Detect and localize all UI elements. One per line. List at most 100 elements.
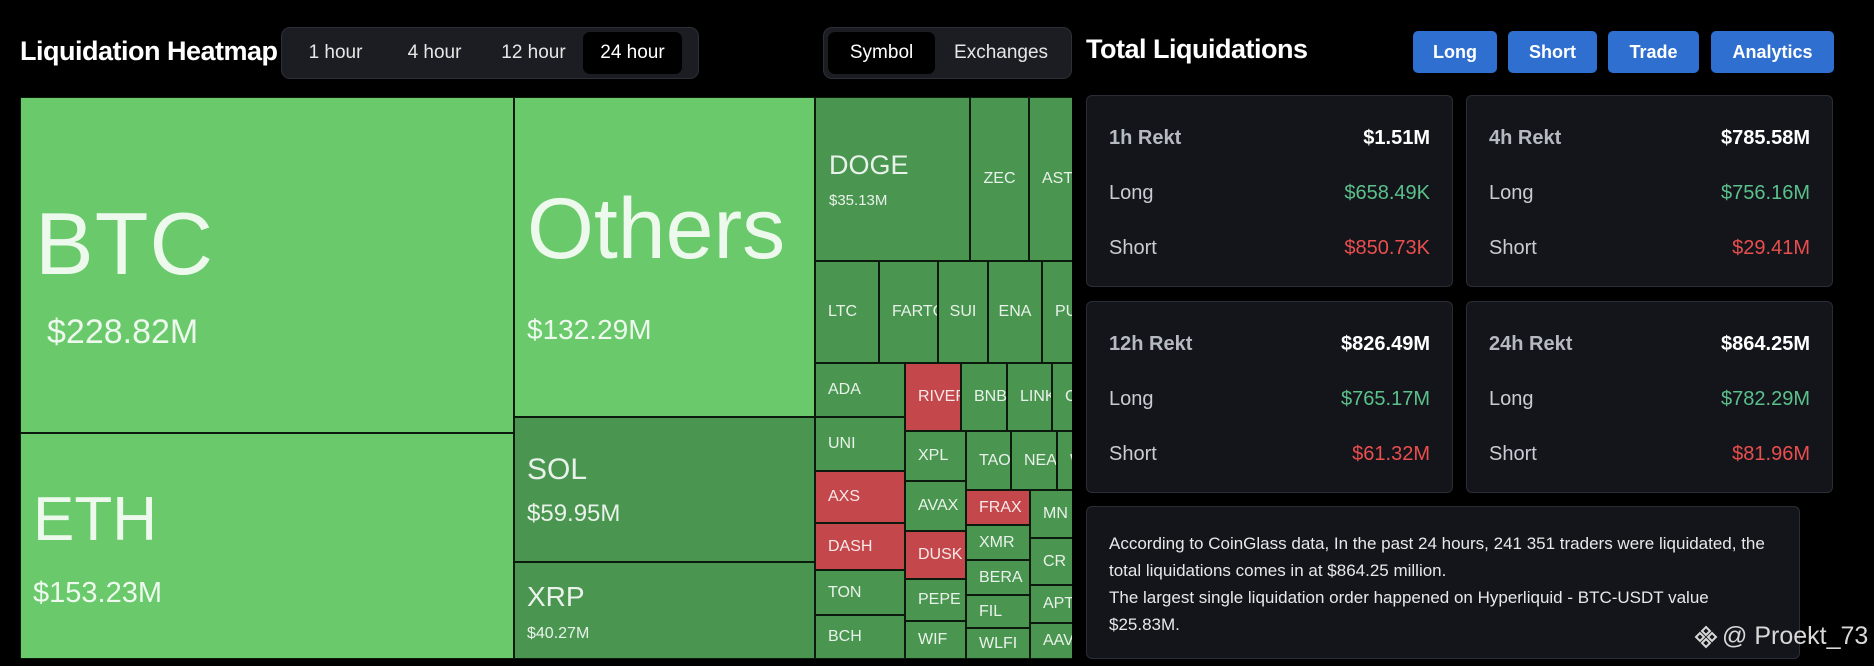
long-label: Long <box>1489 182 1534 204</box>
heatmap-title: Liquidation Heatmap <box>20 36 278 66</box>
tile-label: ZEC <box>983 170 1016 187</box>
tile-label: ADA <box>828 381 861 398</box>
tile-pu[interactable]: PU <box>1042 261 1072 363</box>
tile-ena[interactable]: ENA <box>988 261 1042 363</box>
short-button[interactable]: Short <box>1508 31 1597 73</box>
rekt-card-12h: 12h Rekt $826.49M Long $765.17M Short $61.3… <box>1086 301 1453 493</box>
view-exchanges-button[interactable]: Exchanges <box>954 42 1049 63</box>
tile-label: MN <box>1043 505 1068 522</box>
tile-w[interactable]: W <box>1057 431 1072 490</box>
tile-value: $228.82M <box>47 313 199 351</box>
tile-label: TAO <box>979 451 1011 469</box>
analytics-button[interactable]: Analytics <box>1711 31 1834 73</box>
card-label: 24h Rekt <box>1489 333 1573 355</box>
tile-label: TON <box>828 583 862 601</box>
summary-line-1: According to CoinGlass data, In the past… <box>1109 534 1765 580</box>
tile-label: CR <box>1043 552 1067 570</box>
tile-label: BTC <box>35 194 214 293</box>
tile-label: AAV <box>1043 632 1072 649</box>
tile-tao[interactable]: TAO <box>966 431 1011 490</box>
tile-c[interactable]: C <box>1052 363 1072 431</box>
tile-ada[interactable]: ADA <box>815 363 905 417</box>
tile-bera[interactable]: BERA <box>966 560 1030 595</box>
tile-label: NEA <box>1024 451 1057 469</box>
tile-label: LINK <box>1020 388 1051 405</box>
tile-ast[interactable]: AST <box>1029 97 1072 261</box>
tile-near[interactable]: NEA <box>1011 431 1057 490</box>
long-value: $765.17M <box>1341 388 1430 410</box>
tile-label: DASH <box>828 537 873 555</box>
tile-label: DOGE <box>829 150 909 180</box>
tile-sol[interactable]: SOL $59.95M <box>514 417 815 562</box>
tile-apt[interactable]: APT <box>1030 585 1072 623</box>
tile-fartcoin[interactable]: FARTC <box>879 261 938 363</box>
tile-uni[interactable]: UNI <box>815 417 905 471</box>
tile-label: WLFI <box>979 634 1018 652</box>
tile-cr[interactable]: CR <box>1030 538 1072 585</box>
liquidation-summary: According to CoinGlass data, In the past… <box>1086 506 1800 659</box>
tile-xmr[interactable]: XMR <box>966 525 1030 560</box>
watermark: @ Proekt_73 <box>1694 622 1868 651</box>
tile-label: LTC <box>828 303 858 320</box>
tile-ton[interactable]: TON <box>815 570 905 615</box>
tile-axs[interactable]: AXS <box>815 471 905 523</box>
short-value: $61.32M <box>1352 443 1430 465</box>
tile-doge[interactable]: DOGE $35.13M <box>815 97 970 261</box>
tile-fil[interactable]: FIL <box>966 595 1030 628</box>
long-label: Long <box>1109 388 1154 410</box>
tile-dusk[interactable]: DUSK <box>905 531 966 579</box>
tile-dash[interactable]: DASH <box>815 523 905 570</box>
tile-xrp[interactable]: XRP $40.27M <box>514 562 815 659</box>
short-label: Short <box>1489 443 1537 465</box>
tile-pepe[interactable]: PEPE <box>905 579 966 621</box>
tile-aave[interactable]: AAV <box>1030 623 1072 659</box>
tile-btc[interactable]: BTC $228.82M <box>20 97 514 433</box>
card-total: $785.58M <box>1721 127 1810 149</box>
tile-river[interactable]: RIVER <box>905 363 961 431</box>
tile-label: FARTC <box>892 303 937 320</box>
tile-bnb[interactable]: BNB <box>961 363 1007 431</box>
view-symbol-button[interactable]: Symbol <box>828 32 936 74</box>
tile-label: APT <box>1043 595 1072 612</box>
tile-avax[interactable]: AVAX <box>905 481 966 531</box>
tile-label: WIF <box>918 631 948 648</box>
tile-others[interactable]: Others $132.29M <box>514 97 815 417</box>
tile-xpl[interactable]: XPL <box>905 431 966 481</box>
total-liquidations-title: Total Liquidations <box>1086 34 1308 64</box>
tile-value: $132.29M <box>527 314 652 345</box>
tile-value: $35.13M <box>829 192 888 209</box>
rekt-card-24h: 24h Rekt $864.25M Long $782.29M Short $81.9… <box>1466 301 1833 493</box>
tile-frax[interactable]: FRAX <box>966 490 1030 525</box>
long-value: $658.49K <box>1344 182 1430 204</box>
short-value: $81.96M <box>1732 443 1810 465</box>
tile-label: SOL <box>527 453 588 486</box>
time-4-hour-button[interactable]: 4 hour <box>407 42 462 63</box>
tile-eth[interactable]: ETH $153.23M <box>20 433 514 659</box>
time-24-hour-button[interactable]: 24 hour <box>583 32 682 74</box>
tile-label: AST <box>1042 170 1072 187</box>
trade-button[interactable]: Trade <box>1608 31 1699 73</box>
tile-link[interactable]: LINK <box>1007 363 1052 431</box>
tile-zec[interactable]: ZEC <box>970 97 1029 261</box>
card-label: 1h Rekt <box>1109 127 1182 149</box>
tile-label: AXS <box>828 488 861 505</box>
long-label: Long <box>1109 182 1154 204</box>
tile-ltc[interactable]: LTC <box>815 261 879 363</box>
tile-label: RIVER <box>918 388 960 405</box>
tile-value: $59.95M <box>527 500 621 527</box>
tile-label: BNB <box>974 388 1007 405</box>
card-label: 12h Rekt <box>1109 333 1193 355</box>
time-range-selector: 1 hour 4 hour 12 hour 24 hour <box>281 27 699 79</box>
tile-label: PEPE <box>918 591 961 608</box>
time-12-hour-button[interactable]: 12 hour <box>501 42 566 63</box>
tile-label: DUSK <box>918 546 963 563</box>
tile-sui[interactable]: SUI <box>938 261 988 363</box>
long-value: $782.29M <box>1721 388 1810 410</box>
time-1-hour-button[interactable]: 1 hour <box>308 42 363 63</box>
tile-wif[interactable]: WIF <box>905 621 966 659</box>
long-button[interactable]: Long <box>1413 31 1497 73</box>
tile-wlfi[interactable]: WLFI <box>966 628 1030 659</box>
tile-mn[interactable]: MN <box>1030 490 1072 538</box>
tile-bch[interactable]: BCH <box>815 615 905 659</box>
tile-label: XPL <box>918 447 949 464</box>
